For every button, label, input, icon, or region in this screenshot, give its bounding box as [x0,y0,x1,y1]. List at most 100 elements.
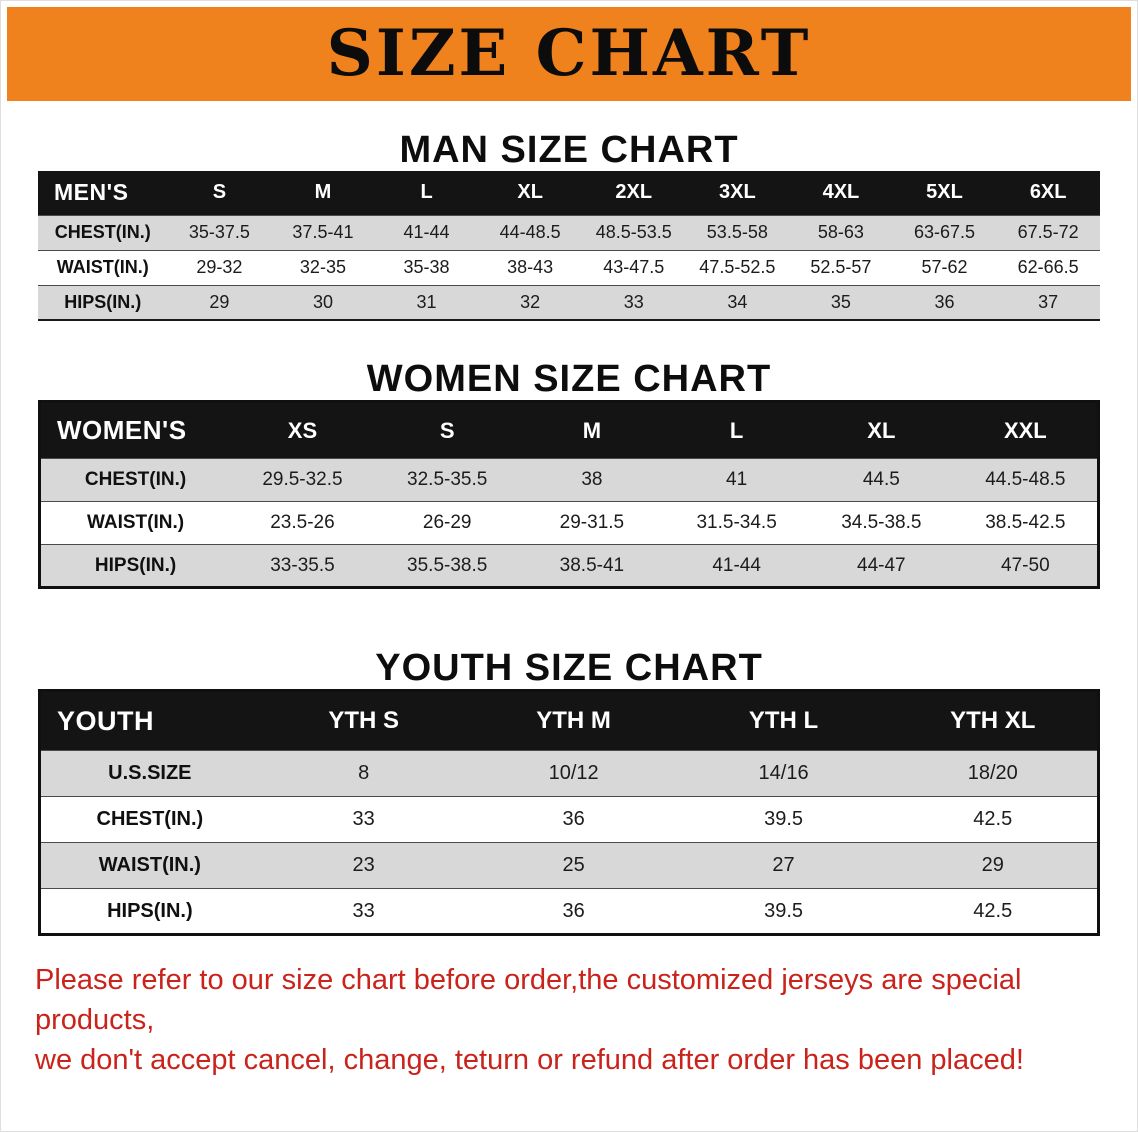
value-cell: 29 [888,842,1099,889]
row-label: HIPS(IN.) [39,888,259,935]
men-size-table: MEN'S S M L XL 2XL 3XL 4XL 5XL 6XL CHEST… [38,171,1100,321]
men-header-row: MEN'S S M L XL 2XL 3XL 4XL 5XL 6XL [38,171,1100,215]
value-cell: 23 [258,842,469,889]
value-cell: 38-43 [478,249,582,285]
value-cell: 42.5 [888,888,1099,935]
column-header: YTH L [678,690,889,751]
row-label: U.S.SIZE [39,750,259,797]
column-header: XXL [953,401,1099,459]
column-header: 4XL [789,171,893,215]
value-cell: 41 [664,458,809,502]
value-cell: 32.5-35.5 [374,458,520,502]
table-row: CHEST(IN.) 33 36 39.5 42.5 [39,796,1099,843]
value-cell: 39.5 [678,888,889,935]
banner: SIZE CHART [7,7,1131,101]
value-cell: 23.5-26 [230,501,375,545]
women-section-heading: WOMEN SIZE CHART [366,358,772,400]
value-cell: 36 [468,888,679,935]
column-header: 5XL [892,171,997,215]
value-cell: 44-48.5 [478,214,582,250]
value-cell: 25 [468,842,679,889]
value-cell: 33 [581,284,686,320]
row-label: CHEST(IN.) [39,458,231,502]
row-label: WAIST(IN.) [39,842,259,889]
youth-section-heading: YOUTH SIZE CHART [375,647,763,689]
value-cell: 36 [468,796,679,843]
value-cell: 35 [789,284,893,320]
value-cell: 41-44 [664,544,809,588]
table-row: WAIST(IN.) 29-32 32-35 35-38 38-43 43-47… [38,249,1100,285]
value-cell: 58-63 [789,214,893,250]
youth-table-title: YOUTH [39,690,259,751]
value-cell: 48.5-53.5 [581,214,686,250]
value-cell: 10/12 [468,750,679,797]
table-row: WAIST(IN.) 23 25 27 29 [39,842,1099,889]
order-policy-notice: Please refer to our size chart before or… [35,960,1107,1080]
column-header: 6XL [996,171,1100,215]
value-cell: 27 [678,842,889,889]
column-header: XS [230,401,375,459]
value-cell: 37.5-41 [271,214,375,250]
value-cell: 32-35 [271,249,375,285]
row-label: WAIST(IN.) [38,249,168,285]
value-cell: 52.5-57 [789,249,893,285]
women-table-title: WOMEN'S [39,401,231,459]
women-header-row: WOMEN'S XS S M L XL XXL [39,401,1099,459]
value-cell: 33 [258,796,469,843]
table-row: HIPS(IN.) 33-35.5 35.5-38.5 38.5-41 41-4… [39,544,1099,588]
row-label: HIPS(IN.) [39,544,231,588]
value-cell: 37 [996,284,1100,320]
value-cell: 43-47.5 [581,249,686,285]
column-header: 2XL [581,171,686,215]
value-cell: 18/20 [888,750,1099,797]
notice-line-1: Please refer to our size chart before or… [35,964,1022,1036]
value-cell: 34.5-38.5 [808,501,954,545]
table-row: CHEST(IN.) 29.5-32.5 32.5-35.5 38 41 44.… [39,458,1099,502]
value-cell: 29.5-32.5 [230,458,375,502]
value-cell: 38 [519,458,665,502]
row-label: CHEST(IN.) [38,214,168,250]
value-cell: 35-37.5 [167,214,272,250]
notice-line-2: we don't accept cancel, change, teturn o… [35,1044,1024,1076]
table-row: HIPS(IN.) 33 36 39.5 42.5 [39,888,1099,935]
table-row: WAIST(IN.) 23.5-26 26-29 29-31.5 31.5-34… [39,501,1099,545]
value-cell: 47-50 [953,544,1099,588]
value-cell: 62-66.5 [996,249,1100,285]
page-title: SIZE CHART [326,16,812,91]
value-cell: 36 [892,284,997,320]
value-cell: 38.5-42.5 [953,501,1099,545]
value-cell: 44-47 [808,544,954,588]
men-section-heading: MAN SIZE CHART [399,129,739,171]
value-cell: 67.5-72 [996,214,1100,250]
value-cell: 42.5 [888,796,1099,843]
column-header: XL [808,401,954,459]
column-header: YTH XL [888,690,1099,751]
value-cell: 41-44 [374,214,479,250]
table-row: U.S.SIZE 8 10/12 14/16 18/20 [39,750,1099,797]
value-cell: 14/16 [678,750,889,797]
column-header: S [374,401,520,459]
value-cell: 31.5-34.5 [664,501,809,545]
value-cell: 32 [478,284,582,320]
value-cell: 33-35.5 [230,544,375,588]
column-header: M [271,171,375,215]
value-cell: 63-67.5 [892,214,997,250]
column-header: L [664,401,809,459]
value-cell: 29-32 [167,249,272,285]
value-cell: 30 [271,284,375,320]
row-label: WAIST(IN.) [39,501,231,545]
men-table-title: MEN'S [38,171,168,215]
value-cell: 47.5-52.5 [685,249,790,285]
value-cell: 57-62 [892,249,997,285]
value-cell: 53.5-58 [685,214,790,250]
value-cell: 39.5 [678,796,889,843]
value-cell: 35.5-38.5 [374,544,520,588]
value-cell: 31 [374,284,479,320]
table-row: CHEST(IN.) 35-37.5 37.5-41 41-44 44-48.5… [38,214,1100,250]
value-cell: 29-31.5 [519,501,665,545]
column-header: S [167,171,272,215]
value-cell: 34 [685,284,790,320]
value-cell: 26-29 [374,501,520,545]
value-cell: 35-38 [374,249,479,285]
